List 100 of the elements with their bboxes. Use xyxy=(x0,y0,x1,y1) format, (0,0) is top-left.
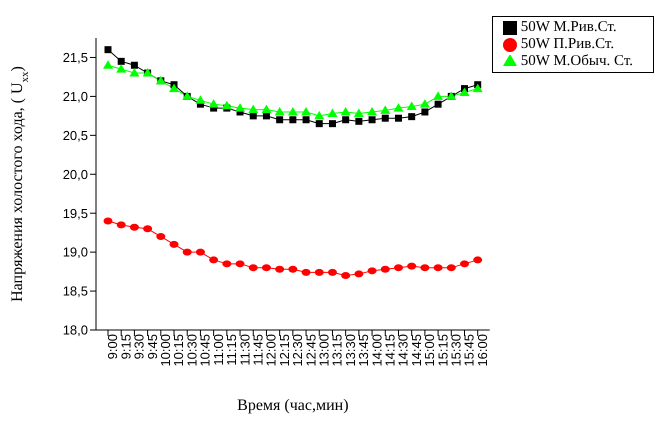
point xyxy=(473,256,482,264)
x-tick-label: 13:45 xyxy=(356,334,372,367)
point xyxy=(316,120,323,128)
point xyxy=(130,224,139,231)
point xyxy=(355,118,362,125)
x-tick-label: 12:00 xyxy=(264,334,279,367)
x-tick-label: 12:45 xyxy=(303,334,318,367)
x-tick-label: 11:30 xyxy=(237,334,252,366)
x-tick-label: 14:00 xyxy=(369,334,384,367)
x-tick-label: 9:45 xyxy=(144,334,160,360)
x-tick-label: 13:15 xyxy=(330,334,345,367)
x-tick-label: 10:15 xyxy=(171,334,186,367)
y-tick-label: 20,5 xyxy=(62,128,88,143)
point xyxy=(446,264,456,272)
point xyxy=(288,106,298,116)
x-tick-label: 15:15 xyxy=(435,334,450,367)
point xyxy=(433,91,444,100)
point xyxy=(328,120,336,128)
point xyxy=(170,240,179,248)
x-tick-label: 15:45 xyxy=(462,334,477,367)
point xyxy=(195,95,206,104)
point xyxy=(103,60,113,69)
x-tick-label: 11:45 xyxy=(250,334,266,366)
point xyxy=(276,116,284,124)
point xyxy=(262,112,270,120)
point xyxy=(261,104,272,114)
point xyxy=(169,84,180,92)
point xyxy=(235,103,246,112)
point xyxy=(116,221,126,228)
point xyxy=(394,264,403,272)
point xyxy=(368,116,376,124)
point xyxy=(367,106,378,116)
point xyxy=(222,260,232,268)
y-tick-label: 18,0 xyxy=(62,322,88,338)
point xyxy=(236,260,245,268)
x-tick-label: 11:00 xyxy=(210,334,226,366)
point xyxy=(130,62,138,69)
x-tick-label: 12:15 xyxy=(276,334,292,367)
y-tick-label: 21,5 xyxy=(62,50,88,66)
point xyxy=(196,248,205,256)
point xyxy=(354,270,364,278)
point xyxy=(407,262,416,270)
x-tick-label: 14:30 xyxy=(396,334,411,367)
point xyxy=(434,264,443,272)
point xyxy=(209,256,218,264)
x-tick-label: 10:45 xyxy=(198,334,213,367)
point xyxy=(406,102,417,110)
x-tick-label: 13:30 xyxy=(342,334,358,367)
point xyxy=(289,116,296,124)
point xyxy=(472,84,483,92)
x-tick-label: 13:00 xyxy=(316,334,332,367)
point xyxy=(342,116,350,124)
point xyxy=(301,106,312,116)
point xyxy=(421,108,428,116)
y-tick-label: 18,5 xyxy=(62,284,88,299)
x-tick-label: 15:30 xyxy=(448,334,464,367)
legend-label: 50W П.Рив.Ст. xyxy=(520,36,614,52)
x-tick-label: 12:30 xyxy=(290,334,306,367)
point xyxy=(262,264,271,272)
point xyxy=(104,46,112,54)
point xyxy=(104,217,112,224)
x-tick-label: 9:30 xyxy=(132,334,147,360)
point xyxy=(222,100,232,110)
legend-label: 50W М.Обыч. Ст. xyxy=(520,53,633,69)
point xyxy=(368,267,377,274)
point xyxy=(328,268,337,276)
point xyxy=(380,266,390,273)
x-axis-title: Время (час,мин) xyxy=(237,397,349,414)
x-tick-label: 15:00 xyxy=(422,334,438,367)
point xyxy=(302,116,310,124)
x-tick-label: 14:45 xyxy=(408,334,424,367)
x-tick-label: 9:00 xyxy=(105,334,120,360)
point xyxy=(288,266,298,273)
x-tick-label: 10:00 xyxy=(158,334,174,367)
point xyxy=(143,225,152,232)
point xyxy=(182,248,192,256)
y-tick-label: 21,0 xyxy=(62,89,88,104)
point xyxy=(314,268,324,276)
point xyxy=(327,108,338,118)
point xyxy=(460,88,470,96)
point xyxy=(420,264,430,272)
y-tick-label: 19,0 xyxy=(62,244,88,260)
point xyxy=(420,99,430,108)
point xyxy=(340,106,351,116)
point xyxy=(314,110,324,120)
point xyxy=(394,114,402,122)
point xyxy=(382,114,389,122)
point xyxy=(274,106,285,116)
point xyxy=(393,103,404,112)
point xyxy=(248,264,258,272)
point xyxy=(129,68,140,77)
point xyxy=(248,104,258,114)
x-tick-label: 11:15 xyxy=(224,334,240,366)
point xyxy=(341,272,350,279)
x-tick-label: 14:15 xyxy=(382,334,398,367)
point xyxy=(116,64,126,73)
point xyxy=(460,260,469,268)
point xyxy=(208,99,219,108)
point xyxy=(354,108,364,118)
point xyxy=(434,100,442,108)
